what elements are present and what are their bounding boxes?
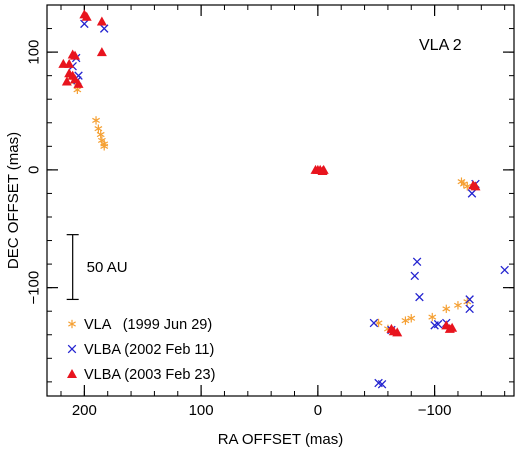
tick-labels: 200 100 0 −100 100 0 −100 xyxy=(26,40,452,419)
data-point-cross xyxy=(433,319,443,329)
major-ticks xyxy=(47,5,514,396)
panel-annotation: VLA 2 xyxy=(419,37,462,54)
data-point-triangle xyxy=(70,50,81,60)
series-asterisk xyxy=(66,71,472,334)
data-point-asterisk xyxy=(428,312,437,322)
data-point-asterisk xyxy=(401,316,410,325)
data-point-cross xyxy=(415,292,424,302)
data-point-cross xyxy=(412,257,422,267)
x-axis-label: RA OFFSET (mas) xyxy=(218,431,344,448)
data-point-cross xyxy=(369,318,379,328)
y-tick-label: 100 xyxy=(26,40,43,65)
data-point-cross xyxy=(410,271,420,281)
legend-marker-cross xyxy=(67,344,77,354)
data-point-triangle xyxy=(81,11,92,21)
x-tick-label: 0 xyxy=(314,402,322,419)
data-point-cross xyxy=(80,19,89,29)
data-point-triangle xyxy=(447,322,458,332)
data-point-asterisk xyxy=(94,124,103,133)
scale-bar: 50 AU xyxy=(66,234,128,301)
data-point-triangle xyxy=(61,76,72,86)
data-point-triangle xyxy=(392,327,403,337)
data-point-cross xyxy=(377,379,387,389)
data-point-asterisk xyxy=(100,139,109,149)
legend: VLA (1999 Jun 29) VLBA (2002 Feb 11) VLBA … xyxy=(67,317,215,383)
data-point-asterisk xyxy=(454,301,462,310)
data-point-triangle xyxy=(58,58,69,68)
x-tick-label: −100 xyxy=(418,402,452,419)
data-point-asterisk xyxy=(92,116,100,125)
scale-bar-label: 50 AU xyxy=(87,259,128,276)
series-triangle xyxy=(58,9,481,337)
legend-label: VLBA (2003 Feb 23) xyxy=(84,367,215,383)
y-axis-label: DEC OFFSET (mas) xyxy=(5,132,22,269)
data-point-asterisk xyxy=(96,130,105,139)
minor-ticks xyxy=(47,4,514,396)
plot-frame xyxy=(46,4,515,397)
data-point-triangle xyxy=(470,181,481,191)
data-points xyxy=(58,9,509,389)
data-point-triangle xyxy=(96,47,107,57)
data-point-asterisk xyxy=(407,314,416,323)
data-point-triangle xyxy=(96,16,107,26)
data-point-triangle xyxy=(73,78,84,88)
legend-marker-asterisk xyxy=(68,319,76,329)
x-tick-label: 200 xyxy=(72,402,97,419)
data-point-cross xyxy=(99,24,109,33)
legend-marker-triangle xyxy=(67,369,77,378)
legend-label: VLBA (2002 Feb 11) xyxy=(84,342,214,358)
data-point-cross xyxy=(465,304,474,314)
x-tick-label: 100 xyxy=(189,402,214,419)
data-point-triangle xyxy=(318,164,329,174)
data-point-cross xyxy=(500,265,509,275)
legend-label: VLA (1999 Jun 29) xyxy=(84,317,212,333)
data-point-cross xyxy=(465,295,474,304)
y-tick-label: 0 xyxy=(26,166,43,174)
y-tick-label: −100 xyxy=(26,271,43,305)
data-point-asterisk xyxy=(442,304,451,314)
data-point-cross xyxy=(467,189,477,198)
